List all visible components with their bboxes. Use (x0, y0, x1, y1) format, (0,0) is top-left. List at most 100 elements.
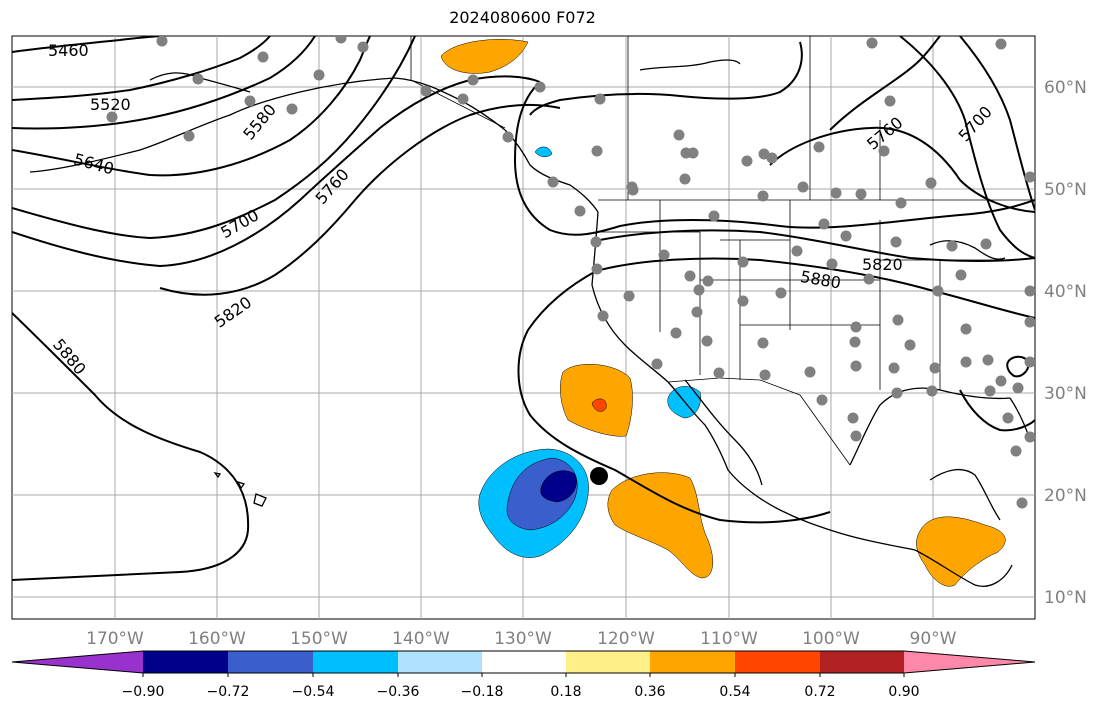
station-dot (1010, 445, 1022, 457)
station-dot (804, 366, 816, 378)
station-dot (691, 306, 703, 318)
coast-yucatan (929, 468, 1001, 521)
longitude-labels: 170°W 160°W 150°W 140°W 130°W 120°W 110°… (86, 629, 957, 649)
station-dot (357, 41, 369, 53)
anomaly-positive-central-america (916, 516, 1006, 587)
station-dot (980, 238, 992, 250)
station-dot (192, 73, 204, 85)
anomaly-shading (440, 39, 1006, 587)
station-dot (574, 205, 586, 217)
lon-label: 160°W (188, 629, 246, 649)
station-dot (708, 210, 720, 222)
station-dot (457, 93, 469, 105)
lat-label: 10°N (1044, 588, 1087, 608)
coast-baja (667, 381, 916, 551)
lat-label: 20°N (1044, 486, 1087, 506)
station-markers (106, 36, 1035, 509)
contour-ne-4 (959, 36, 1035, 211)
station-dot (547, 176, 559, 188)
contour-high (517, 269, 831, 524)
station-dot (775, 287, 787, 299)
lon-label: 140°W (392, 629, 450, 649)
border-us-mexico (667, 377, 851, 466)
station-dot (257, 51, 269, 63)
coast-great-lakes (929, 240, 1006, 260)
anomaly-positive-mexico (607, 472, 714, 579)
station-dot (106, 111, 118, 123)
coast-gulf-california (684, 379, 763, 486)
station-dot (594, 93, 606, 105)
latitude-labels: 60°N 50°N 40°N 30°N 20°N 10°N (1044, 78, 1087, 608)
station-dot (863, 273, 875, 285)
page-title: 2024080600 F072 (449, 8, 596, 27)
station-dot (1024, 356, 1035, 368)
station-dot (1002, 412, 1014, 424)
contour-5580 (12, 36, 316, 130)
station-dot (1024, 171, 1035, 183)
station-dot (890, 236, 902, 248)
colorbar-extend-low (12, 651, 143, 673)
colorbar-segment (398, 651, 482, 673)
contour-label: 5460 (48, 41, 89, 60)
anomaly-strong-offshore (591, 398, 607, 412)
station-dot (926, 385, 938, 397)
contour-se-1 (959, 389, 1035, 432)
station-dot (955, 269, 967, 281)
station-dot (244, 95, 256, 107)
station-dot (679, 173, 691, 185)
contour-label: 5820 (862, 255, 903, 274)
station-dot (847, 412, 859, 424)
station-dot (816, 394, 828, 406)
station-dot (850, 430, 862, 442)
contour-ridge-north (513, 81, 1035, 236)
station-dot (849, 336, 861, 348)
height-contours (12, 36, 1035, 581)
station-dot (984, 385, 996, 397)
station-dot (818, 218, 830, 230)
colorbar-segment (143, 651, 228, 673)
station-dot (627, 184, 639, 196)
station-dot (597, 310, 609, 322)
station-dot (757, 337, 769, 349)
contour-ne-1 (769, 126, 1035, 213)
lon-label: 90°W (910, 629, 957, 649)
station-dot (840, 230, 852, 242)
station-dot (904, 339, 916, 351)
station-dot (651, 358, 663, 370)
station-dot (895, 197, 907, 209)
storm-center-marker (590, 467, 608, 485)
lon-label: 130°W (494, 629, 552, 649)
station-dot (1016, 497, 1028, 509)
station-dot (946, 240, 958, 252)
border-canada-alaska (410, 36, 506, 129)
station-dot (737, 256, 749, 268)
colorbar-segment (650, 651, 735, 673)
station-dot (701, 335, 713, 347)
station-dot (850, 321, 862, 333)
colorbar-segment (820, 651, 904, 673)
graticule (12, 36, 1035, 619)
station-dot (156, 36, 168, 47)
station-dot (929, 362, 941, 374)
station-dot (590, 236, 602, 248)
anomaly-positive-alaska (440, 39, 529, 74)
station-dot (813, 141, 825, 153)
station-dot (741, 155, 753, 167)
contour-5880 (12, 312, 250, 581)
lon-label: 120°W (597, 629, 655, 649)
colorbar-segment (735, 651, 820, 673)
station-dot (850, 360, 862, 372)
contour-se-ring (1006, 355, 1030, 378)
station-dot (684, 270, 696, 282)
contour-ne-2 (829, 36, 941, 131)
station-dot (892, 314, 904, 326)
station-dot (713, 367, 725, 379)
station-dot (420, 85, 432, 97)
colorbar-segment (482, 651, 566, 673)
contour-5520 (12, 36, 271, 101)
lon-label: 100°W (802, 629, 860, 649)
contour-label: 5520 (90, 95, 131, 114)
station-dot (534, 81, 546, 93)
coast-central-america (914, 549, 1013, 587)
